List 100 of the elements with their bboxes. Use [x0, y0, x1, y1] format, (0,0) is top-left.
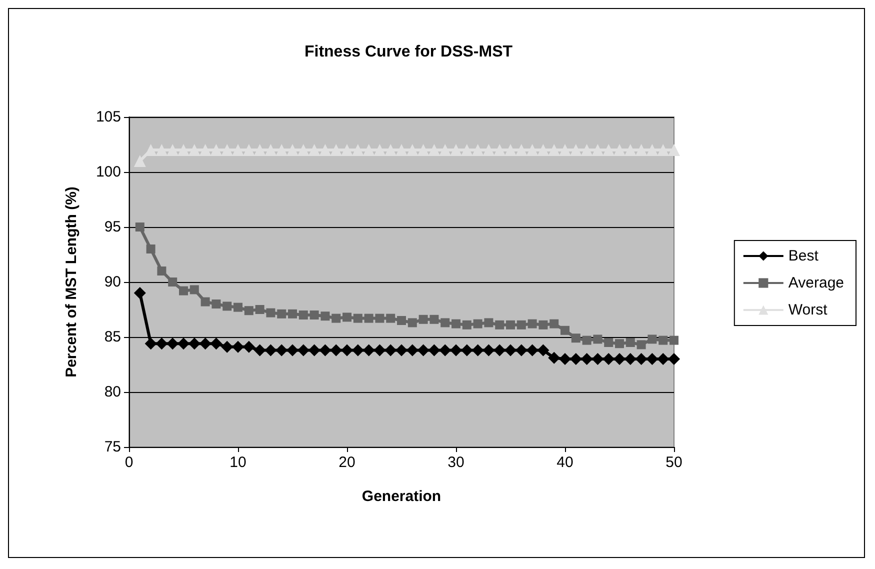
x-axis-title: Generation — [362, 488, 442, 505]
point — [134, 155, 146, 167]
x-tick-label: 50 — [666, 454, 682, 471]
point — [188, 338, 200, 350]
point — [266, 308, 276, 318]
y-axis-title: Percent of MST Length (%) — [63, 186, 80, 378]
point — [319, 344, 332, 356]
point — [264, 144, 277, 156]
point — [297, 144, 310, 156]
point — [417, 344, 430, 356]
point — [277, 309, 286, 318]
point — [482, 344, 495, 356]
point — [330, 344, 342, 356]
point — [484, 318, 494, 328]
point — [668, 144, 680, 156]
point — [286, 344, 298, 356]
point — [635, 144, 648, 156]
point — [417, 144, 430, 156]
y-tick-label: 75 — [104, 438, 121, 456]
point — [515, 344, 528, 356]
point — [593, 334, 602, 344]
point — [560, 326, 570, 335]
chart-title: Fitness Curve for DSS-MST — [304, 44, 513, 60]
point — [332, 314, 341, 323]
point — [439, 344, 452, 356]
point — [166, 338, 179, 350]
y-tick-label: 100 — [96, 164, 121, 180]
point — [396, 144, 408, 156]
point — [460, 144, 473, 156]
point — [482, 144, 495, 156]
point — [221, 144, 234, 156]
point — [254, 344, 266, 356]
point — [408, 318, 417, 328]
x-tick-label: 10 — [230, 454, 246, 471]
point — [156, 144, 168, 156]
point — [580, 144, 593, 156]
point — [548, 144, 560, 156]
point — [288, 309, 297, 318]
point — [418, 314, 428, 324]
point — [232, 144, 244, 156]
point — [210, 338, 222, 350]
y-tick-label: 85 — [104, 328, 121, 346]
point — [614, 144, 626, 156]
point — [646, 353, 658, 365]
point — [615, 339, 624, 348]
point — [526, 344, 538, 356]
point — [319, 144, 332, 156]
point — [330, 144, 342, 156]
point — [537, 344, 550, 356]
point — [472, 144, 484, 156]
point — [657, 144, 670, 156]
point — [635, 353, 648, 365]
point — [341, 144, 353, 156]
point — [494, 144, 506, 156]
point — [472, 344, 484, 356]
point — [439, 144, 452, 156]
point — [506, 320, 515, 330]
x-tick-label: 0 — [124, 454, 134, 471]
point — [604, 338, 614, 347]
point — [166, 144, 179, 156]
legend-label: Worst — [788, 302, 828, 318]
point — [308, 344, 320, 356]
point — [428, 344, 440, 356]
point — [352, 344, 364, 356]
point — [144, 338, 157, 350]
point — [320, 312, 330, 321]
point — [460, 344, 473, 356]
point — [430, 314, 439, 324]
point — [255, 305, 264, 314]
point — [276, 344, 288, 356]
point — [190, 285, 199, 294]
point — [242, 340, 255, 353]
point — [200, 297, 210, 306]
point — [602, 144, 615, 156]
point — [353, 314, 362, 323]
point — [473, 319, 482, 328]
point — [582, 336, 592, 345]
point — [668, 353, 680, 365]
point — [670, 336, 678, 345]
point — [515, 144, 528, 156]
point — [504, 344, 516, 356]
point — [548, 352, 560, 364]
legend-label: Best — [788, 248, 820, 264]
point — [648, 334, 657, 344]
point — [341, 344, 353, 356]
point — [406, 144, 418, 156]
point — [342, 312, 352, 322]
point — [550, 319, 559, 328]
point — [221, 340, 234, 353]
point — [440, 318, 450, 328]
point — [559, 353, 571, 365]
y-tick-label: 105 — [96, 108, 121, 126]
point — [570, 144, 582, 156]
point — [178, 144, 190, 156]
point — [310, 310, 319, 320]
point — [210, 144, 222, 156]
point — [386, 314, 396, 323]
point — [364, 314, 374, 323]
point — [396, 344, 408, 356]
point — [494, 344, 506, 356]
